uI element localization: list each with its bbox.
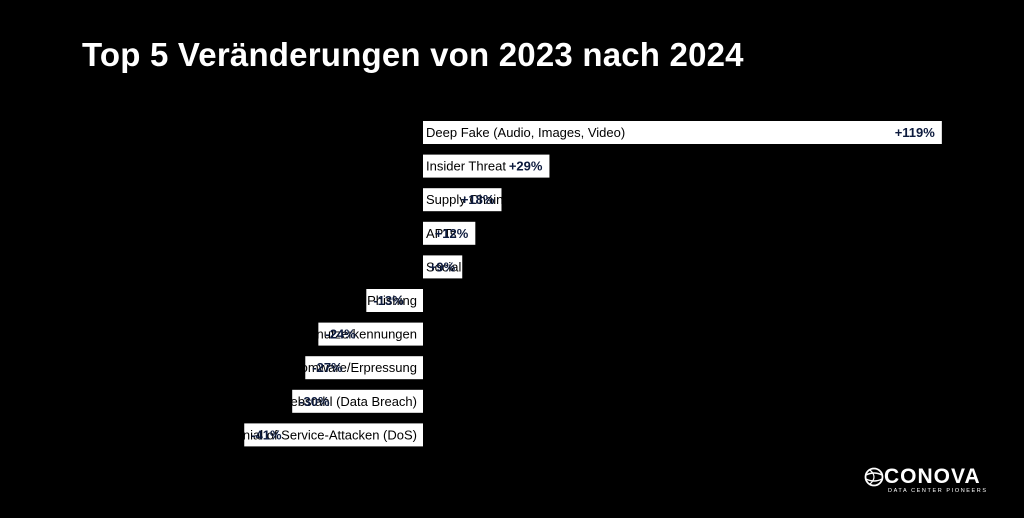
value-label-diebstahl-von-benutzerkennungen: -24%	[325, 327, 356, 342]
value-label-social-engineering: +9%	[429, 259, 456, 274]
bar-deep-fake-audio-images-video	[423, 121, 942, 144]
value-label-apts: +12%	[435, 226, 469, 241]
conova-logo: CONOVA DATA CENTER PIONEERS	[864, 465, 994, 496]
bar-ransomware-erpressung	[305, 356, 423, 380]
category-label-apts: APTs	[426, 226, 457, 241]
category-label-ransomware-erpressung: Ransomware/Erpressung	[270, 360, 417, 375]
category-label-spear-phishing: (Spear) Phishing	[320, 293, 417, 308]
bar-insider-threat	[423, 154, 550, 178]
chart-title: Top 5 Veränderungen von 2023 nach 2024	[82, 36, 744, 73]
value-label-ransomware-erpressung: -27%	[312, 360, 343, 375]
category-label-social-engineering: Social Engineering	[426, 259, 534, 274]
value-label-datendiebstahl-data-breach: -30%	[299, 394, 330, 409]
bar-supply-chain-angriff	[423, 188, 502, 212]
bar-denial-of-service-attacken-dos	[244, 423, 423, 447]
value-label-supply-chain-angriff: +18%	[461, 192, 495, 207]
bar-spear-phishing	[366, 289, 423, 312]
category-label-denial-of-service-attacken-dos: Denial of Service-Attacken (DoS)	[226, 427, 417, 442]
value-label-insider-threat: +29%	[509, 159, 543, 174]
bar-apts	[423, 221, 476, 245]
logo-wordmark: CONOVA	[884, 465, 981, 488]
category-label-insider-threat: Insider Threat	[426, 159, 506, 174]
bar-diebstahl-von-benutzerkennungen	[318, 322, 423, 346]
bar-datendiebstahl-data-breach	[292, 389, 423, 413]
value-label-deep-fake-audio-images-video: +119%	[895, 125, 936, 140]
value-label-denial-of-service-attacken-dos: -41%	[251, 427, 282, 442]
category-label-datendiebstahl-data-breach: Datendiebstahl (Data Breach)	[246, 394, 417, 409]
globe-swirl-icon	[864, 467, 884, 487]
bar-social-engineering	[423, 255, 463, 279]
logo-tagline: DATA CENTER PIONEERS	[888, 488, 988, 494]
category-label-diebstahl-von-benutzerkennungen: Diebstahl von Benutzerkennungen	[218, 327, 417, 342]
value-label-spear-phishing: -13%	[373, 293, 404, 308]
category-label-supply-chain-angriff: Supply Chain-Angriff	[426, 192, 545, 207]
category-label-deep-fake-audio-images-video: Deep Fake (Audio, Images, Video)	[426, 125, 625, 140]
